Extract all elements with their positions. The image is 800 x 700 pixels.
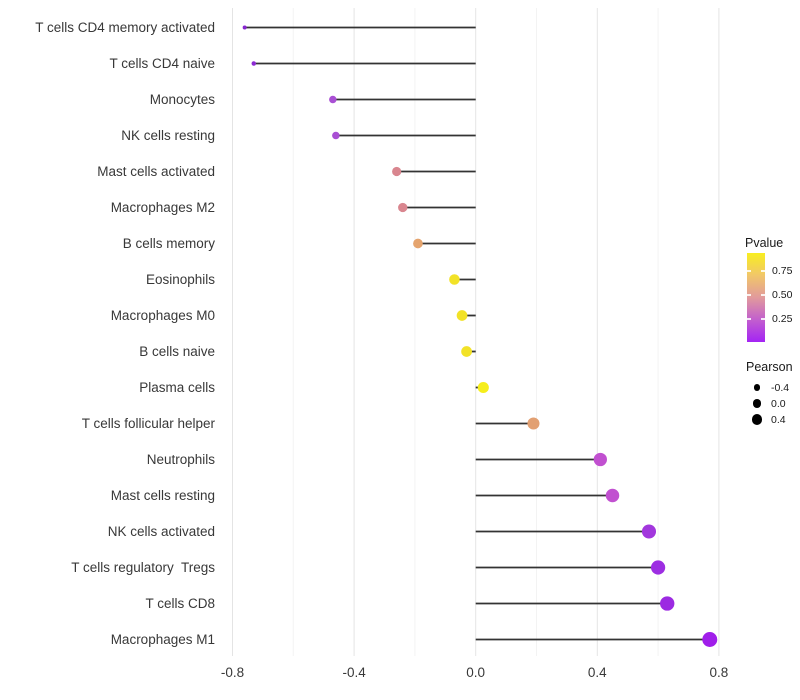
pvalue-legend-title: Pvalue [745,236,784,250]
y-axis-label: T cells CD4 naive [109,56,215,71]
lollipop-dot [605,488,620,503]
size-legend-label: -0.4 [771,381,790,394]
lollipop-dot [413,238,423,249]
pvalue-colorbar-tick-mark [747,294,751,296]
lollipop-dot [332,131,340,140]
y-axis-label: Monocytes [150,92,216,107]
pvalue-colorbar-tick-mark [761,270,765,272]
x-axis-tick-label: -0.8 [221,665,244,680]
lollipop-dot [461,346,472,357]
lollipop-dot [660,596,675,611]
x-axis-tick-label: 0.4 [588,665,607,680]
pvalue-colorbar-tick-label: 0.75 [772,265,793,278]
y-axis-label: Macrophages M2 [111,200,215,215]
pvalue-colorbar-tick-mark [747,318,751,320]
y-axis-label: B cells memory [123,236,216,251]
y-axis-label: NK cells activated [108,524,215,539]
x-axis-tick-label: 0.8 [710,665,729,680]
y-axis-label: T cells regulatory Tregs [71,560,215,575]
lollipop-dot [527,417,540,430]
y-axis-label: Plasma cells [139,380,215,395]
lollipop-dot [641,524,657,539]
size-legend-dot [752,399,762,408]
y-axis-label: Mast cells activated [97,164,215,179]
y-axis-label: Eosinophils [146,272,215,287]
x-axis-tick-label: 0.0 [466,665,485,680]
size-legend-label: 0.0 [771,397,786,410]
pvalue-colorbar-tick-label: 0.50 [772,289,793,302]
lollipop-dot [593,452,607,467]
y-axis-label: B cells naive [139,344,215,359]
lollipop-dot [702,632,718,647]
lollipop-dot [392,166,402,177]
y-axis-label: T cells CD4 memory activated [35,20,215,35]
lollipop-dot [449,274,460,285]
y-axis-label: Neutrophils [147,452,216,467]
y-axis-label: Macrophages M0 [111,308,215,323]
lollipop-dot [329,95,337,104]
pvalue-colorbar-tick-mark [761,318,765,320]
lollipop-dot [251,61,257,66]
lollipop-dot [242,25,247,30]
x-axis-tick-label: -0.4 [342,665,366,680]
size-legend-dot [751,414,763,425]
lollipop-dot [456,310,468,321]
pvalue-colorbar-tick-label: 0.25 [772,312,793,325]
size-legend-label: 0.4 [771,413,786,426]
lollipop-dot [398,202,408,213]
pvalue-colorbar-tick-mark [747,270,751,272]
y-axis-label: T cells follicular helper [82,416,216,431]
y-axis-label: NK cells resting [121,128,215,143]
y-axis-label: Mast cells resting [111,488,215,503]
y-axis-label: T cells CD8 [145,596,215,611]
pearson-legend-title: Pearson [746,360,793,374]
lollipop-dot [477,381,489,394]
lollipop-dot [650,560,666,575]
y-axis-label: Macrophages M1 [111,632,215,647]
size-legend-dot [753,384,761,391]
pvalue-colorbar [747,253,765,342]
pvalue-colorbar-tick-mark [761,294,765,296]
